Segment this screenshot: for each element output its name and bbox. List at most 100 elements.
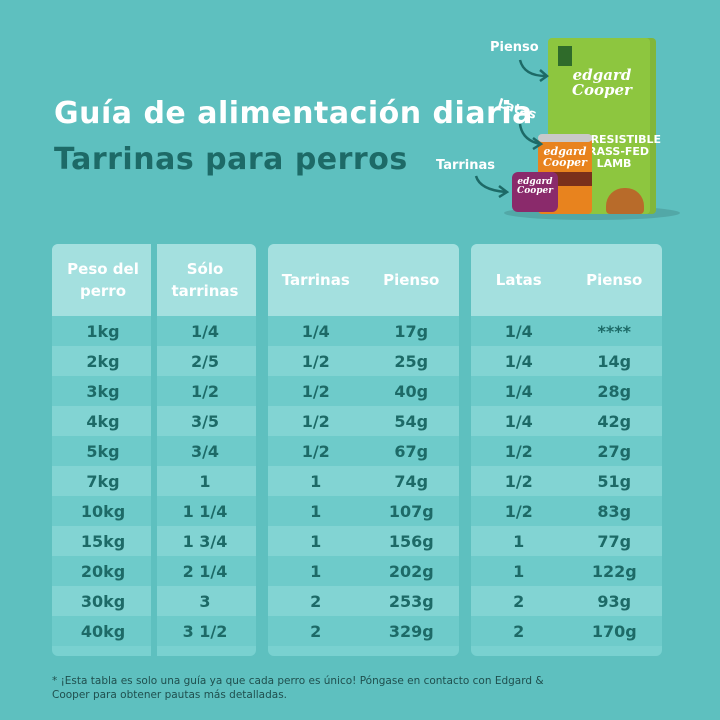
table-cell: 1 bbox=[310, 561, 322, 581]
table-cell: 1/2 bbox=[504, 441, 533, 461]
table-cell: 42g bbox=[597, 411, 632, 431]
table-cell: 67g bbox=[394, 441, 429, 461]
table-cell: 2 bbox=[310, 621, 322, 641]
table-cell: 122g bbox=[591, 561, 637, 581]
header-peso: Peso del perro bbox=[67, 260, 139, 300]
header-pienso: Pienso bbox=[586, 271, 643, 289]
table-cell: 2 bbox=[513, 591, 525, 611]
table-cell: 15kg bbox=[80, 531, 126, 551]
table-row: 2 253g bbox=[268, 586, 459, 616]
header-tarrinas: Tarrinas bbox=[281, 271, 350, 289]
table-cell: 329g bbox=[388, 621, 434, 641]
arrow-to-bag-icon bbox=[518, 59, 550, 82]
table-cell: 1/4 bbox=[301, 321, 330, 341]
table-rows: 1/4 **** 1/4 14g 1/4 28g 1/4 42g 1/2 27g 1/2 51g 1/2… bbox=[471, 316, 662, 646]
bag-tag bbox=[558, 46, 572, 66]
callout-pienso: Pienso bbox=[490, 40, 539, 55]
table-row: 1 74g bbox=[268, 466, 459, 496]
table-row: 1/2 51g bbox=[471, 466, 662, 496]
table-cell: 10kg bbox=[80, 501, 126, 521]
table-cell: 40kg bbox=[80, 621, 126, 641]
table-cell: 1 bbox=[513, 561, 525, 581]
table-header: Latas Pienso bbox=[471, 244, 662, 316]
table-tarrinas-pienso: Tarrinas Pienso 1/4 17g 1/2 25g 1/2 40g 1/2 54g… bbox=[268, 244, 459, 656]
table-cell: 1 bbox=[310, 501, 322, 521]
dog-food-tray: edgard Cooper bbox=[512, 172, 558, 212]
table-cell: 28g bbox=[597, 381, 632, 401]
table-row: 1/4 42g bbox=[471, 406, 662, 436]
table-cell: 7kg bbox=[86, 471, 120, 491]
bag-brand-logo: edgard Cooper bbox=[572, 66, 632, 99]
table-row: 2 93g bbox=[471, 586, 662, 616]
table-row: 1/2 25g bbox=[268, 346, 459, 376]
table-cell: 3 1/2 bbox=[182, 621, 228, 641]
table-cell: 156g bbox=[388, 531, 434, 551]
table-cell: 1 1/4 bbox=[182, 501, 228, 521]
table-cell: 54g bbox=[394, 411, 429, 431]
table-cell: 1 bbox=[199, 471, 211, 491]
table-latas-pienso: Latas Pienso 1/4 **** 1/4 14g 1/4 28g 1/4 42g 1/… bbox=[471, 244, 662, 656]
table-rows: 1/4 17g 1/2 25g 1/2 40g 1/2 54g 1/2 67g 1 74g 1 107g 1… bbox=[268, 316, 459, 646]
table-row: 2 329g bbox=[268, 616, 459, 646]
table-cell: 1/2 bbox=[504, 501, 533, 521]
table-cell: 2 bbox=[513, 621, 525, 641]
tray-brand-logo: edgard Cooper bbox=[517, 177, 553, 196]
table-cell: 4kg bbox=[86, 411, 120, 431]
table-cell: 1/2 bbox=[301, 411, 330, 431]
table-cell: 30kg bbox=[80, 591, 126, 611]
bag-label: IRRESISTIBLE GRASS-FED LAMB bbox=[578, 133, 661, 170]
table-row: 1 122g bbox=[471, 556, 662, 586]
table-cell: 1/4 bbox=[504, 351, 533, 371]
table-row: 1/2 67g bbox=[268, 436, 459, 466]
table-row: 1/2 27g bbox=[471, 436, 662, 466]
can-lid bbox=[538, 134, 592, 142]
table-cell: 1/4 bbox=[504, 381, 533, 401]
table-cell: 253g bbox=[388, 591, 434, 611]
table-row: 1/4 17g bbox=[268, 316, 459, 346]
table-cell: 107g bbox=[388, 501, 434, 521]
table-cell: 3kg bbox=[86, 381, 120, 401]
table-cell: 1/4 bbox=[504, 411, 533, 431]
table-cell: 77g bbox=[597, 531, 632, 551]
table-weights: Peso del perro Sólo tarrinas 1kg 1/4 2kg 2/… bbox=[52, 244, 256, 656]
table-cell: 2 1/4 bbox=[182, 561, 228, 581]
table-cell: 51g bbox=[597, 471, 632, 491]
table-row: 1/2 54g bbox=[268, 406, 459, 436]
table-cell: 1/2 bbox=[301, 441, 330, 461]
header-pienso: Pienso bbox=[383, 271, 440, 289]
table-cell: 2kg bbox=[86, 351, 120, 371]
table-cell: 1 bbox=[310, 531, 322, 551]
can-brand-logo: edgard Cooper bbox=[543, 145, 587, 169]
table-row: 1/2 83g bbox=[471, 496, 662, 526]
footnote: * ¡Esta tabla es solo una guía ya que ca… bbox=[52, 675, 544, 701]
table-cell: 1/4 bbox=[504, 321, 533, 341]
table-row: 1/4 28g bbox=[471, 376, 662, 406]
table-cell: 1/4 bbox=[190, 321, 220, 341]
title-line-1: Guía de alimentación diaria bbox=[54, 96, 533, 131]
header-latas: Latas bbox=[495, 271, 542, 289]
table-cell: 40g bbox=[394, 381, 429, 401]
table-cell: 1/2 bbox=[301, 351, 330, 371]
table-cell: 3 bbox=[199, 591, 211, 611]
table-row: 1/2 40g bbox=[268, 376, 459, 406]
table-cell: 83g bbox=[597, 501, 632, 521]
table-cell: 93g bbox=[597, 591, 632, 611]
arrow-to-can-icon bbox=[518, 123, 544, 150]
table-cell: 74g bbox=[394, 471, 429, 491]
table-cell: 20kg bbox=[80, 561, 126, 581]
table-row: 1/4 **** bbox=[471, 316, 662, 346]
table-cell: 3/4 bbox=[190, 441, 220, 461]
table-header: Tarrinas Pienso bbox=[268, 244, 459, 316]
table-cell: 1/2 bbox=[301, 381, 330, 401]
callout-tarrinas: Tarrinas bbox=[436, 158, 496, 173]
table-cell: 3/5 bbox=[190, 411, 220, 431]
table-cell: 170g bbox=[591, 621, 637, 641]
table-row: 1 107g bbox=[268, 496, 459, 526]
table-cell: 1 bbox=[310, 471, 322, 491]
table-row: 1 77g bbox=[471, 526, 662, 556]
column-separator bbox=[151, 244, 157, 656]
table-cell: 5kg bbox=[86, 441, 120, 461]
table-row: 1/4 14g bbox=[471, 346, 662, 376]
table-cell: 27g bbox=[597, 441, 632, 461]
table-row: 1 202g bbox=[268, 556, 459, 586]
